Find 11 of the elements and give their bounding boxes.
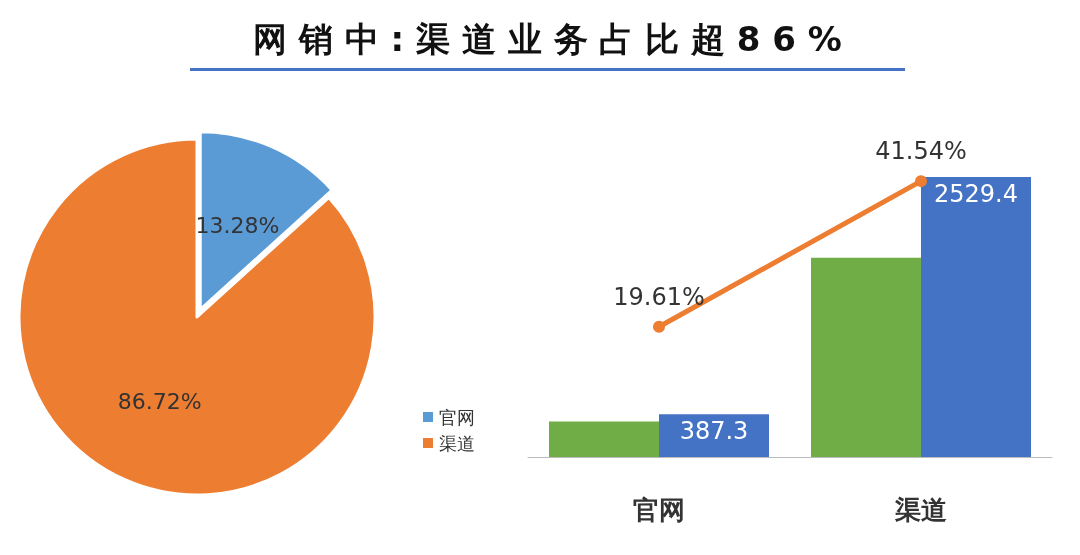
data-label: 86.72%: [117, 388, 202, 414]
legend-label: 官网: [439, 406, 475, 428]
text: 网 销 中 : 渠 道 业 务 占 比 超 8 6 %: [190, 10, 905, 71]
data-label: 41.54%: [875, 137, 967, 166]
legend-label: 渠道: [439, 432, 475, 454]
bar: [659, 414, 769, 457]
data-label: 19.61%: [613, 282, 705, 311]
data-label: 387.3: [679, 417, 749, 446]
data-label: 2529.4: [934, 180, 1018, 209]
bar: [921, 177, 1031, 457]
bar: [549, 421, 659, 457]
